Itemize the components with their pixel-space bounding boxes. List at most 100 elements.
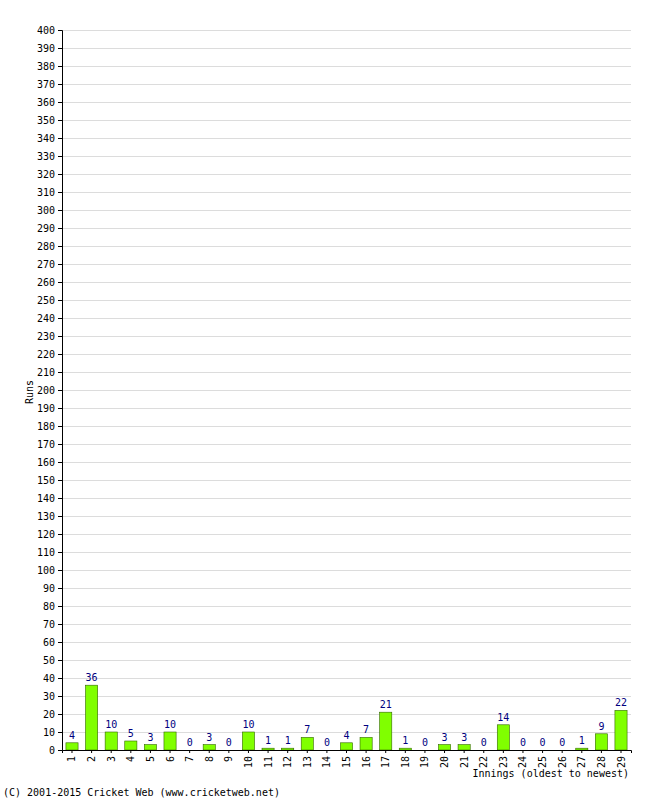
x-tick-label: 22 — [478, 756, 489, 768]
bar — [301, 737, 313, 750]
y-tick-label: 60 — [43, 637, 55, 648]
y-tick-mark — [58, 570, 62, 571]
data-label: 4 — [343, 730, 349, 741]
x-tick-mark — [130, 750, 131, 753]
y-tick-mark — [58, 480, 62, 481]
y-tick: 320 — [37, 169, 62, 180]
y-tick-mark — [58, 426, 62, 427]
x-tick-mark — [444, 750, 445, 753]
y-tick-label: 240 — [37, 313, 55, 324]
x-tick: 16 — [361, 750, 372, 768]
y-tick-label: 30 — [43, 691, 55, 702]
bar — [262, 748, 274, 750]
y-tick-label: 190 — [37, 403, 55, 414]
grid-line — [62, 48, 631, 49]
grid-line — [62, 390, 631, 391]
y-tick-mark — [58, 228, 62, 229]
data-label: 1 — [402, 735, 408, 746]
x-tick-mark — [111, 750, 112, 753]
y-tick-mark — [58, 606, 62, 607]
y-tick-mark — [58, 408, 62, 409]
data-label: 0 — [559, 737, 565, 748]
x-tick-label: 9 — [223, 756, 234, 762]
x-tick: 5 — [145, 750, 156, 762]
y-tick-mark — [58, 300, 62, 301]
grid-line — [62, 552, 631, 553]
x-tick: 28 — [596, 750, 607, 768]
x-tick-label: 10 — [243, 756, 254, 768]
x-tick-label: 16 — [361, 756, 372, 768]
y-tick-mark — [58, 516, 62, 517]
bar — [242, 732, 254, 750]
x-tick-label: 5 — [145, 756, 156, 762]
y-tick: 270 — [37, 259, 62, 270]
bar — [360, 737, 372, 750]
data-labels: 436105310030101170472110330140001922 — [69, 672, 627, 748]
x-tick-mark — [248, 750, 249, 753]
y-tick-label: 210 — [37, 367, 55, 378]
bar — [223, 750, 235, 751]
x-tick-label: 13 — [302, 756, 313, 768]
y-tick: 240 — [37, 313, 62, 324]
y-tick-mark — [58, 336, 62, 337]
x-tick-mark — [170, 750, 171, 753]
x-tick-mark — [424, 750, 425, 753]
data-label: 10 — [164, 719, 176, 730]
data-label: 10 — [242, 719, 254, 730]
y-tick-mark — [58, 498, 62, 499]
data-label: 1 — [265, 735, 271, 746]
y-tick-label: 270 — [37, 259, 55, 270]
y-tick-mark — [58, 390, 62, 391]
x-tick: 4 — [125, 750, 136, 762]
x-tick-mark — [503, 750, 504, 753]
grid-line — [62, 372, 631, 373]
x-tick-label: 12 — [282, 756, 293, 768]
y-tick: 80 — [43, 601, 62, 612]
grid-line — [62, 408, 631, 409]
y-tick-mark — [58, 660, 62, 661]
y-tick-mark — [58, 750, 62, 751]
grid-line — [62, 462, 631, 463]
x-tick-mark — [562, 750, 563, 753]
y-tick-label: 280 — [37, 241, 55, 252]
y-tick: 200 — [37, 385, 62, 396]
y-tick-mark — [58, 210, 62, 211]
bar — [458, 745, 470, 750]
x-tick-mark — [522, 750, 523, 753]
x-tick: 10 — [243, 750, 254, 768]
y-tick-mark — [58, 138, 62, 139]
y-tick-label: 10 — [43, 727, 55, 738]
grid-line — [62, 30, 631, 31]
y-tick: 170 — [37, 439, 62, 450]
y-tick-label: 350 — [37, 115, 55, 126]
bar — [438, 745, 450, 750]
y-tick-mark — [58, 372, 62, 373]
grid-line — [62, 606, 631, 607]
y-tick-mark — [58, 354, 62, 355]
y-tick-label: 370 — [37, 79, 55, 90]
grid-line — [62, 354, 631, 355]
chart-container: 0102030405060708090100110120130140150160… — [0, 0, 650, 800]
y-tick: 380 — [37, 61, 62, 72]
x-tick-label: 6 — [165, 756, 176, 762]
grid-line — [62, 138, 631, 139]
x-tick-label: 28 — [596, 756, 607, 768]
grid-line — [62, 678, 631, 679]
y-tick: 250 — [37, 295, 62, 306]
grid-line — [62, 102, 631, 103]
x-tick-mark — [366, 750, 367, 753]
x-tick-label: 14 — [321, 756, 332, 768]
grid-line — [62, 228, 631, 229]
y-tick-label: 390 — [37, 43, 55, 54]
x-tick: 2 — [86, 750, 97, 762]
x-tick-mark — [346, 750, 347, 753]
x-tick-label: 3 — [106, 756, 117, 762]
y-tick-label: 220 — [37, 349, 55, 360]
x-tick: 15 — [341, 750, 352, 768]
x-tick: 26 — [557, 750, 568, 768]
y-tick-mark — [58, 282, 62, 283]
y-tick-mark — [58, 192, 62, 193]
y-tick-mark — [58, 84, 62, 85]
chart-svg: 0102030405060708090100110120130140150160… — [0, 0, 650, 800]
x-tick: 11 — [263, 750, 274, 768]
